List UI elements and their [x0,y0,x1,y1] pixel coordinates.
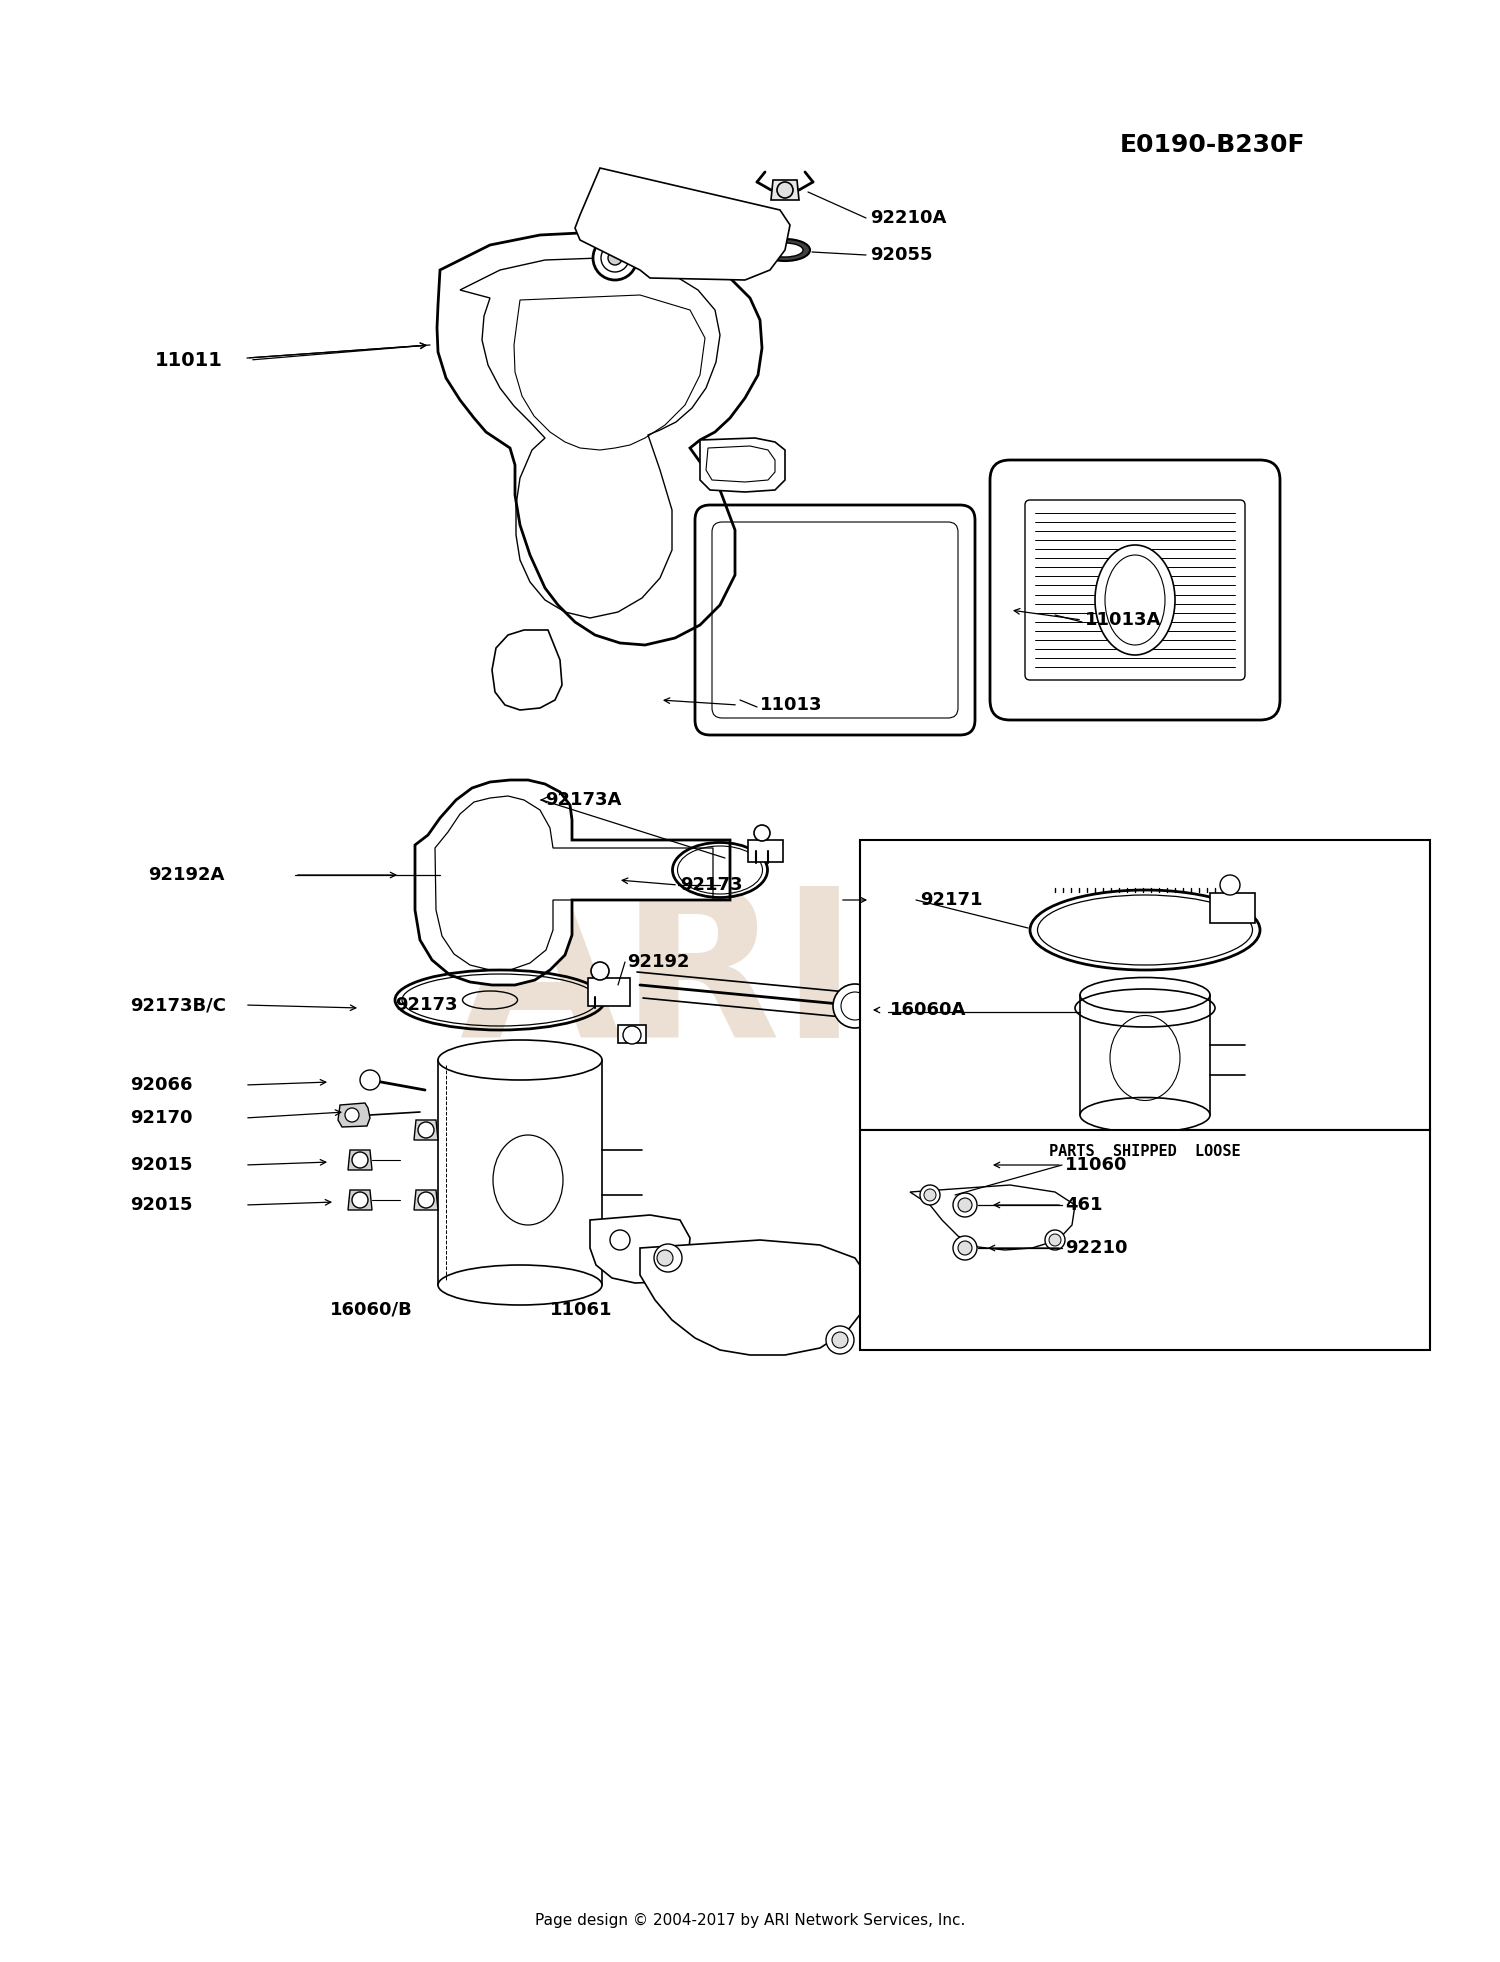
Text: 92171: 92171 [920,891,982,908]
Text: 11011: 11011 [154,351,224,369]
Circle shape [1220,875,1240,895]
Ellipse shape [760,239,810,261]
Text: 92173: 92173 [680,875,742,895]
Polygon shape [348,1191,372,1211]
Circle shape [352,1193,368,1209]
Text: 92173: 92173 [394,997,458,1014]
Text: 92055: 92055 [870,245,933,265]
Polygon shape [700,438,784,492]
Bar [859,840,1430,1130]
Text: 92210: 92210 [1065,1238,1128,1258]
Text: 92210A: 92210A [870,210,946,228]
Text: 11013A: 11013A [1084,610,1161,630]
Circle shape [419,1193,434,1209]
Circle shape [924,1189,936,1201]
Circle shape [360,1069,380,1091]
Circle shape [952,1193,976,1216]
Polygon shape [590,1214,690,1283]
Bar [618,1024,646,1044]
Circle shape [419,1122,434,1138]
Text: 92066: 92066 [130,1075,192,1095]
Text: 461: 461 [1065,1197,1102,1214]
Ellipse shape [1080,977,1210,1012]
Text: 16060A: 16060A [890,1001,966,1018]
Text: E0190-B230F: E0190-B230F [1120,133,1305,157]
Polygon shape [416,781,730,985]
Circle shape [608,251,622,265]
Text: 11013: 11013 [760,697,822,714]
Circle shape [952,1236,976,1260]
Circle shape [1048,1234,1060,1246]
Polygon shape [338,1103,370,1126]
Circle shape [622,1026,640,1044]
Text: 92192: 92192 [627,954,690,971]
Circle shape [345,1109,358,1122]
Circle shape [352,1152,368,1167]
Ellipse shape [1095,545,1174,655]
Ellipse shape [438,1265,602,1305]
Circle shape [958,1242,972,1256]
Circle shape [833,1332,848,1348]
Circle shape [777,182,794,198]
Bar [588,977,630,1007]
Circle shape [654,1244,682,1271]
Circle shape [602,243,628,273]
Ellipse shape [1080,1097,1210,1132]
Text: 92170: 92170 [130,1109,192,1126]
Polygon shape [414,1120,438,1140]
Ellipse shape [438,1040,602,1079]
Polygon shape [492,630,562,710]
Circle shape [1046,1230,1065,1250]
Text: ARI: ARI [460,879,860,1081]
Circle shape [592,235,638,281]
Polygon shape [348,1150,372,1169]
Circle shape [754,824,770,842]
Bar [1210,893,1255,922]
Text: 92192A: 92192A [148,865,225,885]
Polygon shape [414,1191,438,1211]
Text: 16060/B: 16060/B [330,1301,412,1318]
Text: 11060: 11060 [1065,1156,1128,1173]
Text: 92015: 92015 [130,1197,192,1214]
Bar [748,840,783,861]
Polygon shape [574,169,790,281]
Polygon shape [640,1240,870,1356]
Circle shape [827,1326,854,1354]
Circle shape [958,1199,972,1213]
Circle shape [610,1230,630,1250]
Circle shape [657,1250,674,1265]
Text: 92173A: 92173A [544,791,621,808]
Circle shape [833,985,878,1028]
Text: Page design © 2004-2017 by ARI Network Services, Inc.: Page design © 2004-2017 by ARI Network S… [536,1913,964,1927]
Polygon shape [910,1185,1076,1250]
Text: PARTS  SHIPPED  LOOSE: PARTS SHIPPED LOOSE [1048,1144,1240,1160]
Polygon shape [771,181,800,200]
Bar [859,1130,1430,1350]
Circle shape [591,961,609,979]
Circle shape [650,1256,670,1275]
Text: 92015: 92015 [130,1156,192,1173]
Text: 92173B/C: 92173B/C [130,997,226,1014]
Ellipse shape [766,243,802,257]
Circle shape [920,1185,940,1205]
Text: 11061: 11061 [550,1301,612,1318]
